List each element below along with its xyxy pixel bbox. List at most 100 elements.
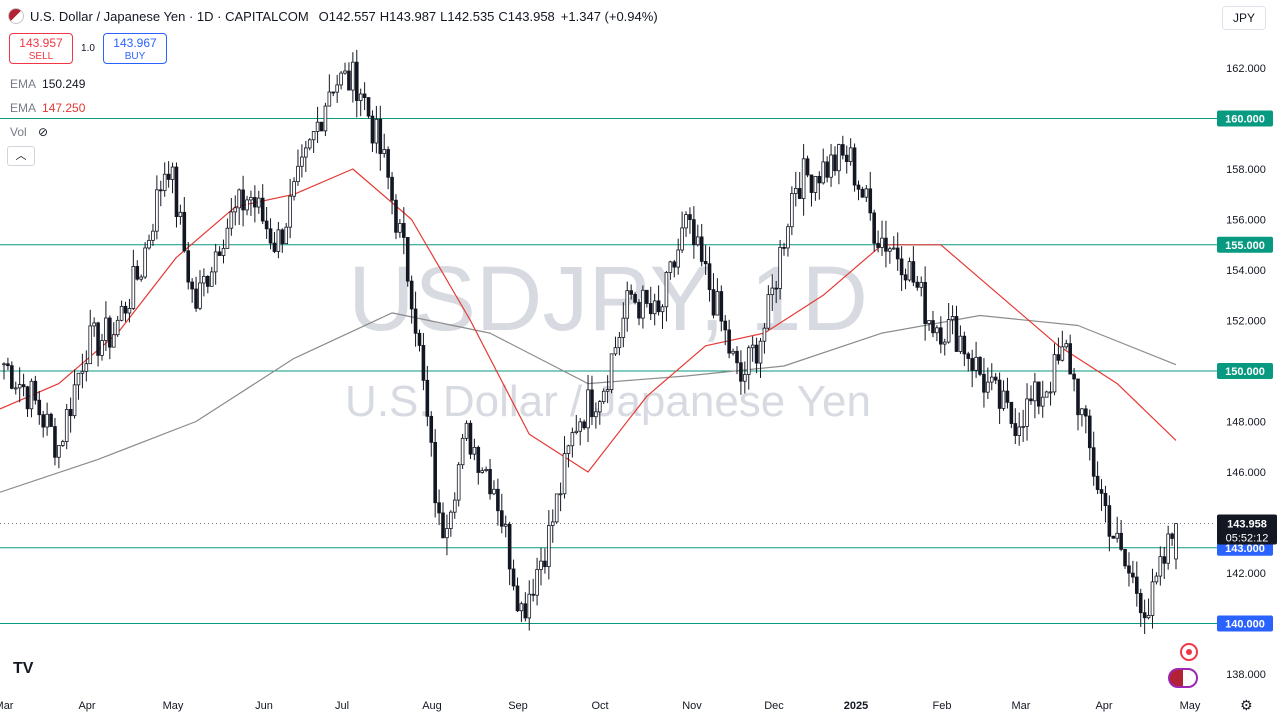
tradingview-logo-icon[interactable]: TV xyxy=(13,660,34,677)
candle-body xyxy=(174,166,179,217)
candle-body xyxy=(641,289,645,319)
candle-body xyxy=(49,413,53,427)
candle-body xyxy=(895,247,900,260)
candle-body xyxy=(907,261,912,281)
chevron-up-icon: ︿ xyxy=(15,150,27,162)
candle-body xyxy=(354,61,359,101)
candle-body xyxy=(531,593,535,596)
candle-body xyxy=(699,236,704,262)
candle-body xyxy=(535,569,539,596)
candle-body xyxy=(1135,576,1139,594)
candle-body xyxy=(331,91,336,94)
candle-body xyxy=(394,199,398,233)
candle-body xyxy=(311,131,316,141)
candle-body xyxy=(970,358,974,371)
sell-label: SELL xyxy=(28,51,54,62)
candle-body xyxy=(468,422,473,455)
candle-body xyxy=(1131,572,1135,578)
candle-body xyxy=(464,422,469,439)
symbol-title[interactable]: U.S. Dollar / Japanese Yen · 1D · CAPITA… xyxy=(30,8,309,24)
candle-body xyxy=(245,199,249,211)
candle-body xyxy=(778,246,782,289)
candle-body xyxy=(409,280,414,310)
candle-body xyxy=(433,441,437,504)
indicator-name: Vol xyxy=(10,125,27,139)
collapse-legend-button[interactable]: ︿ xyxy=(7,146,35,166)
candle-body xyxy=(613,347,618,355)
level-tag[interactable] xyxy=(1217,236,1273,253)
x-tick-label: May xyxy=(1180,700,1201,712)
candle-body xyxy=(307,139,312,149)
currency-flags-icon[interactable] xyxy=(1168,668,1198,688)
candle-body xyxy=(547,525,551,568)
candle-body xyxy=(84,363,89,372)
candle-body xyxy=(974,356,978,371)
level-tag[interactable] xyxy=(1217,615,1273,632)
currency-button[interactable]: JPY xyxy=(1222,6,1266,30)
candle-body xyxy=(449,511,453,529)
y-tick-label: 154.000 xyxy=(1226,265,1266,277)
candle-body xyxy=(962,335,967,355)
candle-body xyxy=(989,376,994,383)
open-value: 142.557 xyxy=(328,8,376,24)
indicator-ema-slow[interactable]: EMA 150.249 xyxy=(10,77,85,91)
candle-body xyxy=(186,250,191,283)
candle-body xyxy=(507,524,512,570)
candle-body xyxy=(1103,492,1108,507)
candle-body xyxy=(292,181,296,197)
candle-body xyxy=(1174,523,1178,560)
level-tag[interactable] xyxy=(1217,110,1273,127)
candle-body xyxy=(1072,373,1076,380)
indicator-ema-fast[interactable]: EMA 147.250 xyxy=(10,101,85,115)
candle-body xyxy=(57,445,61,458)
candle-body xyxy=(452,499,457,513)
indicator-value: 147.250 xyxy=(42,101,86,115)
candle-body xyxy=(162,173,167,191)
indicator-volume[interactable]: Vol ⊘ xyxy=(10,125,48,139)
candle-body xyxy=(256,197,261,208)
gear-icon[interactable]: ⚙ xyxy=(1240,697,1253,713)
candle-body xyxy=(993,376,998,381)
candle-body xyxy=(441,512,445,539)
candle-body xyxy=(280,229,285,245)
x-tick-label: Jul xyxy=(335,700,349,712)
candle-body xyxy=(80,370,85,374)
target-icon[interactable] xyxy=(1180,643,1198,661)
candle-body xyxy=(692,219,696,246)
level-tag[interactable] xyxy=(1217,363,1273,379)
candle-body xyxy=(1009,401,1014,424)
candle-body xyxy=(899,258,904,276)
candle-body xyxy=(351,61,355,91)
candle-body xyxy=(1158,556,1163,577)
candle-body xyxy=(570,432,575,447)
candle-body xyxy=(578,421,583,432)
candle-body xyxy=(1025,398,1029,427)
candle-body xyxy=(1076,378,1080,416)
eye-slash-icon[interactable]: ⊘ xyxy=(38,125,49,139)
candle-body xyxy=(515,585,520,612)
candle-body xyxy=(586,389,590,429)
buy-button[interactable]: 143.967 BUY xyxy=(103,33,167,64)
candle-body xyxy=(1170,533,1174,539)
candle-body xyxy=(554,493,559,523)
candle-body xyxy=(10,365,14,389)
candle-body xyxy=(398,223,402,233)
candle-body xyxy=(790,193,794,228)
candle-body xyxy=(1037,381,1041,407)
candle-body xyxy=(155,189,159,232)
y-tick-label: 152.000 xyxy=(1226,316,1266,328)
candle-body xyxy=(876,242,880,248)
candle-body xyxy=(1111,535,1116,539)
candle-body xyxy=(562,453,567,495)
candle-body xyxy=(1021,426,1025,428)
candle-body xyxy=(684,214,688,229)
sell-button[interactable]: 143.957 SELL xyxy=(9,33,73,64)
x-tick-label: Oct xyxy=(591,700,608,712)
x-tick-label: Mar xyxy=(0,700,14,712)
candle-body xyxy=(260,197,265,222)
candle-body xyxy=(574,430,579,433)
y-tick-label: 148.000 xyxy=(1226,417,1266,429)
candle-body xyxy=(119,305,124,321)
y-tick-label: 142.000 xyxy=(1226,568,1266,580)
